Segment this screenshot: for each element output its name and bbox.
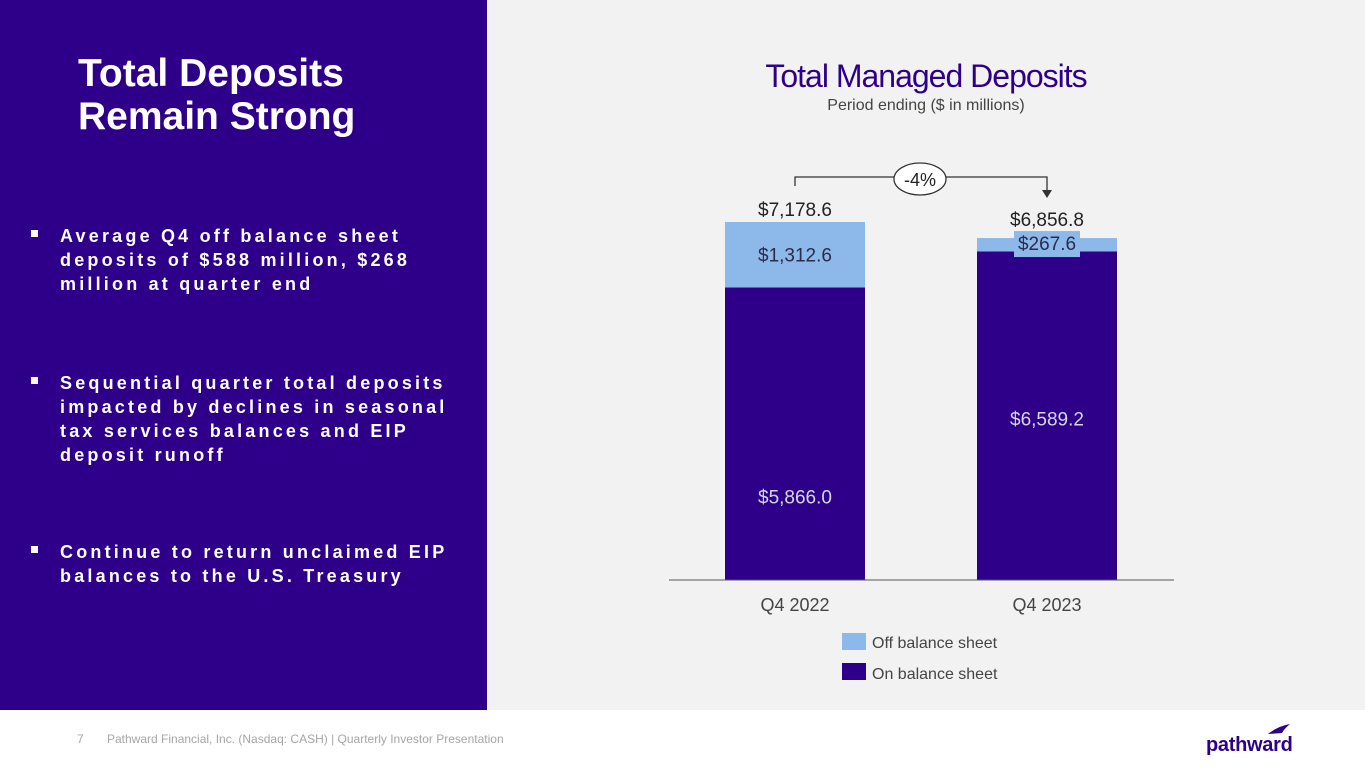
legend-label-on-balance: On balance sheet: [872, 666, 998, 683]
x-tick-label: Q4 2023: [1012, 595, 1081, 615]
page-number: 7: [77, 732, 84, 746]
change-label: -4%: [904, 170, 936, 190]
chart-subtitle: Period ending ($ in millions): [827, 97, 1025, 114]
logo-wordmark: pathward: [1206, 734, 1293, 756]
legend-swatch-on-balance: [842, 663, 866, 680]
bullet-line: Average Q4 off balance sheet: [60, 226, 402, 246]
bar-on-balance-1: [725, 287, 865, 580]
pathward-logo: pathward: [1206, 720, 1296, 756]
bar-on-balance-2: [977, 251, 1117, 580]
bullet-square-icon: [31, 546, 38, 553]
bar-value-label-bg: [1014, 231, 1080, 258]
bullet-line: balances to the U.S. Treasury: [60, 566, 404, 586]
legend-label-off-balance: Off balance sheet: [872, 635, 998, 652]
bar-off-balance-1: [725, 222, 865, 288]
footer-text: Pathward Financial, Inc. (Nasdaq: CASH) …: [107, 732, 504, 746]
chart-panel: [487, 0, 1365, 710]
bullet-item: Sequential quarter total deposits impact…: [31, 371, 460, 467]
bar-total-label: $7,178.6: [758, 200, 832, 221]
bar-value-label: $6,589.2: [1010, 409, 1084, 430]
arrow-down-icon: [1042, 190, 1052, 198]
bullet-item: Continue to return unclaimed EIP balance…: [31, 540, 460, 588]
change-bubble: [893, 162, 947, 196]
bullet-line: deposit runoff: [60, 445, 226, 465]
stacked-bar-chart: $5,866.0 $1,312.6 $7,178.6 Q4 2022 $6,589.2 $…: [669, 162, 1174, 683]
bullet-line: million at quarter end: [60, 274, 314, 294]
bar-total-label: $6,856.8: [1010, 210, 1084, 231]
bullet-line: impacted by declines in seasonal: [60, 397, 448, 417]
bullet-item: Average Q4 off balance sheet deposits of…: [31, 224, 460, 296]
bar-value-label: $5,866.0: [758, 487, 832, 508]
bullet-square-icon: [31, 230, 38, 237]
bullet-line: tax services balances and EIP: [60, 421, 409, 441]
change-annotation: -4%: [794, 162, 1052, 198]
legend: Off balance sheet On balance sheet: [842, 633, 998, 683]
bar-value-label: $267.6: [1018, 234, 1076, 255]
slide-title-line-2: Remain Strong: [78, 95, 356, 138]
left-panel: [0, 0, 487, 710]
bullet-line: deposits of $588 million, $268: [60, 250, 411, 270]
slide-title: Total Deposits Remain Strong: [78, 52, 458, 138]
chart-title: Total Managed Deposits: [765, 58, 1087, 94]
bullet-square-icon: [31, 377, 38, 384]
slide-title-line-1: Total Deposits: [78, 52, 344, 95]
legend-swatch-off-balance: [842, 633, 866, 650]
x-tick-label: Q4 2022: [760, 595, 829, 615]
bullet-line: Continue to return unclaimed EIP: [60, 542, 448, 562]
logo-mark-icon: [1268, 724, 1290, 734]
bar-value-label: $1,312.6: [758, 246, 832, 267]
bullet-line: Sequential quarter total deposits: [60, 373, 446, 393]
